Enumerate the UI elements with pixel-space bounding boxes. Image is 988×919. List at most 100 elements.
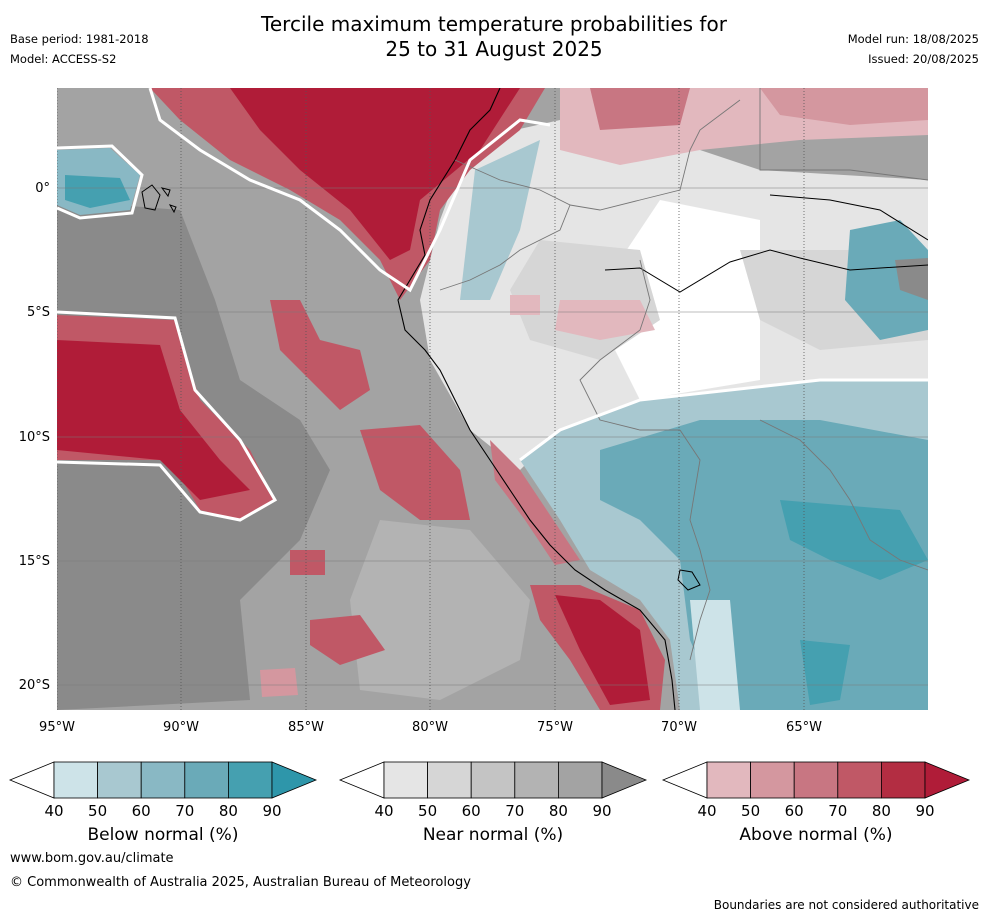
above-normal-40-land	[555, 300, 655, 340]
colorbar-near-low-arrow	[338, 761, 385, 799]
colorbar-below-tick: 90	[262, 802, 281, 820]
chart-title: Tercile maximum temperature probabilitie…	[0, 12, 988, 62]
x-tick: 80°W	[412, 720, 448, 735]
colorbar-near-segment	[558, 761, 603, 799]
colorbar-near-tick: 80	[549, 802, 568, 820]
below-normal-70-ne	[845, 220, 928, 340]
colorbar-above-segment	[706, 761, 751, 799]
colorbar-below-segment	[184, 761, 229, 799]
above-normal-patch-e	[260, 668, 298, 697]
colorbar-below-high-arrow	[271, 761, 318, 799]
below-normal-50-strip	[460, 140, 540, 300]
meta-right: Model run: 18/08/2025 Issued: 20/08/2025	[848, 29, 979, 69]
above-normal-90-nw	[230, 88, 520, 260]
colorbar-near-high-arrow	[601, 761, 648, 799]
colorbar-near-segment	[470, 761, 516, 799]
colorbar-near-tick: 60	[462, 802, 481, 820]
colorbars: 40 50 60 70 80 90 40 50 60 70 80 90 40 50 60 70 80 90	[8, 761, 971, 820]
gridlines	[57, 187, 928, 686]
colorbar-above-tick: 40	[697, 802, 716, 820]
colorbar-below-segment	[53, 761, 98, 799]
title-line-2: 25 to 31 August 2025	[385, 37, 603, 61]
website-link[interactable]: www.bom.gov.au/climate	[10, 851, 174, 866]
colorbar-above-segment	[793, 761, 839, 799]
above-normal-90-south	[555, 595, 650, 705]
colorbar-above-low-arrow	[661, 761, 708, 799]
x-tick: 95°W	[39, 720, 75, 735]
y-tick: 5°S	[27, 305, 50, 320]
below-normal-80-se	[780, 500, 928, 580]
colorbar-label-below: Below normal (%)	[87, 825, 239, 845]
y-tick: 20°S	[19, 678, 50, 693]
below-normal-40-strip	[690, 600, 740, 710]
colorbar-near-tick: 50	[418, 802, 437, 820]
base-period: Base period: 1981-2018	[10, 32, 149, 46]
colorbar-above-tick: 60	[785, 802, 804, 820]
above-normal-coast-peru	[490, 440, 580, 565]
colorbar-below-tick: 80	[219, 802, 238, 820]
y-axis-ticks: 0° 5°S 10°S 15°S 20°S	[19, 181, 50, 693]
meta-left: Base period: 1981-2018 Model: ACCESS-S2	[10, 29, 149, 69]
above-normal-patch-a	[270, 300, 370, 410]
near-normal-70-ocean	[350, 520, 530, 700]
colorbar-below-tick: 70	[175, 802, 194, 820]
above-normal-patch-c	[310, 615, 385, 665]
model-run: Model run: 18/08/2025	[847, 32, 979, 46]
colorbar-above-segment	[837, 761, 882, 799]
lake-titicaca	[677, 569, 701, 591]
colorbar-below-low-arrow	[8, 761, 55, 799]
above-normal-60-northeast	[760, 88, 928, 125]
colorbar-above-tick: 90	[915, 802, 934, 820]
colorbar-near-tick: 90	[592, 802, 611, 820]
issued-date: Issued: 20/08/2025	[868, 52, 979, 66]
x-tick: 90°W	[163, 720, 199, 735]
x-tick: 65°W	[786, 720, 822, 735]
below-normal-80-patch	[800, 640, 850, 705]
colorbar-below-segment	[140, 761, 186, 799]
y-tick: 15°S	[19, 554, 50, 569]
coastline	[397, 88, 676, 710]
country-borders	[439, 88, 928, 661]
below-normal-80-west	[65, 175, 130, 208]
rio-negro	[769, 194, 928, 241]
galapagos-islands	[141, 184, 177, 214]
colorbar-above-segment	[881, 761, 926, 799]
above-normal-patch-d	[290, 550, 325, 575]
colorbar-near-segment	[514, 761, 559, 799]
amazon-river	[604, 249, 928, 293]
colorbar-above-tick: 50	[741, 802, 760, 820]
colorbar-near-segment	[427, 761, 472, 799]
above-normal-40-small	[510, 295, 540, 315]
y-tick: 0°	[35, 181, 50, 196]
colorbar-near-tick: 40	[374, 802, 393, 820]
colorbar-below-segment	[97, 761, 142, 799]
above-normal-patch-b	[360, 425, 470, 520]
colorbar-label-near: Near normal (%)	[422, 825, 564, 845]
x-axis-ticks: 95°W 90°W 85°W 80°W 75°W 70°W 65°W	[39, 720, 822, 735]
near-normal-90-ne	[895, 258, 928, 300]
colorbar-above-segment	[750, 761, 795, 799]
colorbar-near-tick: 70	[505, 802, 524, 820]
title-line-1: Tercile maximum temperature probabilitie…	[261, 12, 727, 36]
colorbar-near-segment	[383, 761, 428, 799]
colorbar-below-tick: 50	[88, 802, 107, 820]
probability-map	[57, 88, 928, 710]
x-tick: 85°W	[288, 720, 324, 735]
colorbar-above-tick: 70	[828, 802, 847, 820]
disclaimer-text: Boundaries are not considered authoritat…	[713, 898, 979, 912]
above-normal-90-sw	[57, 340, 250, 500]
copyright-text: © Commonwealth of Australia 2025, Austra…	[10, 875, 471, 890]
y-tick: 10°S	[19, 430, 50, 445]
x-tick: 70°W	[661, 720, 697, 735]
colorbar-below-segment	[227, 761, 273, 799]
below-normal-70-se	[600, 420, 928, 710]
colorbar-above-high-arrow	[924, 761, 971, 799]
above-normal-70-north	[590, 88, 690, 130]
boundary-contours	[57, 88, 928, 522]
colorbar-above-tick: 80	[872, 802, 891, 820]
colorbar-label-above: Above normal (%)	[739, 825, 893, 845]
colorbar-below-tick: 40	[44, 802, 63, 820]
x-tick: 75°W	[537, 720, 573, 735]
colorbar-below-tick: 60	[132, 802, 151, 820]
